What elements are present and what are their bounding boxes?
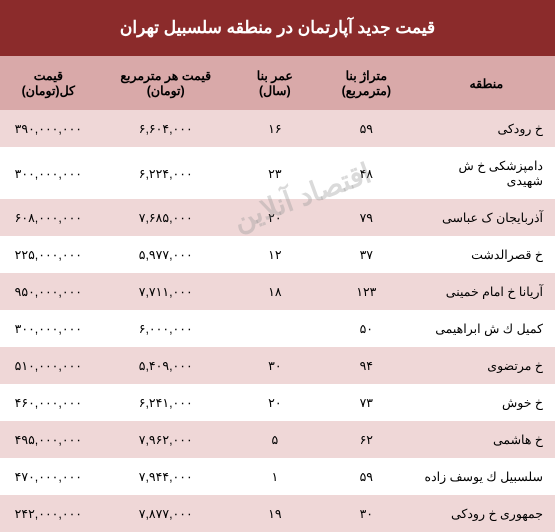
table-row: کمیل ك ش ابراهیمی۵۰ ۶,۰۰۰,۰۰۰۳۰۰,۰۰۰,۰۰۰ [0,310,555,347]
table-cell: ۶,۲۲۴,۰۰۰ [97,147,235,199]
table-cell: ۶۲ [315,421,418,458]
table-cell: ۳۷ [315,236,418,273]
table-cell: ۱۶ [235,110,315,147]
table-row: خ خوش۷۳۲۰۶,۲۴۱,۰۰۰۴۶۰,۰۰۰,۰۰۰ [0,384,555,421]
table-cell [235,310,315,347]
table-cell: دامپزشکی خ ش شهیدی [418,147,555,199]
table-cell: سلسبیل ك یوسف زاده [418,458,555,495]
table-cell: ۵۹ [315,458,418,495]
table-cell: خ مرتضوی [418,347,555,384]
table-cell: ۲۲۵,۰۰۰,۰۰۰ [0,236,97,273]
table-cell: ۷,۹۶۲,۰۰۰ [97,421,235,458]
table-cell: ۶,۶۰۴,۰۰۰ [97,110,235,147]
table-cell: ۷,۶۸۵,۰۰۰ [97,199,235,236]
table-cell: ۵۱۰,۰۰۰,۰۰۰ [0,347,97,384]
table-row: آریانا خ امام خمینی۱۲۳۱۸۷,۷۱۱,۰۰۰۹۵۰,۰۰۰… [0,273,555,310]
header-row: منطقه متراژ بنا (مترمربع) عمر بنا (سال) … [0,56,555,110]
table-row: آذربایجان ک عباسی۷۹۲۰۷,۶۸۵,۰۰۰۶۰۸,۰۰۰,۰۰… [0,199,555,236]
col-total-price: قیمت کل(تومان) [0,56,97,110]
table-cell: ۷,۹۴۴,۰۰۰ [97,458,235,495]
table-cell: خ خوش [418,384,555,421]
table-cell: ۵,۴۰۹,۰۰۰ [97,347,235,384]
table-cell: ۳۰۰,۰۰۰,۰۰۰ [0,310,97,347]
table-body: خ رودکی۵۹۱۶۶,۶۰۴,۰۰۰۳۹۰,۰۰۰,۰۰۰دامپزشکی … [0,110,555,532]
table-cell: ۹۵۰,۰۰۰,۰۰۰ [0,273,97,310]
col-age: عمر بنا (سال) [235,56,315,110]
table-cell: ۵,۹۷۷,۰۰۰ [97,236,235,273]
table-cell: ۱۲ [235,236,315,273]
table-row: خ هاشمی۶۲۵۷,۹۶۲,۰۰۰۴۹۵,۰۰۰,۰۰۰ [0,421,555,458]
table-cell: ۶۰۸,۰۰۰,۰۰۰ [0,199,97,236]
table-cell: ۲۳ [235,147,315,199]
table-cell: ۴۸ [315,147,418,199]
table-container: قیمت جدید آپارتمان در منطقه سلسبیل تهران… [0,0,555,532]
table-cell: ۵۹ [315,110,418,147]
table-cell: ۷۳ [315,384,418,421]
col-area: متراژ بنا (مترمربع) [315,56,418,110]
table-cell: ۷۹ [315,199,418,236]
table-cell: ۳۹۰,۰۰۰,۰۰۰ [0,110,97,147]
table-cell: ۴۷۰,۰۰۰,۰۰۰ [0,458,97,495]
table-row: خ رودکی۵۹۱۶۶,۶۰۴,۰۰۰۳۹۰,۰۰۰,۰۰۰ [0,110,555,147]
table-cell: ۶,۲۴۱,۰۰۰ [97,384,235,421]
table-cell: ۲۰ [235,199,315,236]
table-cell: آریانا خ امام خمینی [418,273,555,310]
table-cell: ۳۰۰,۰۰۰,۰۰۰ [0,147,97,199]
page-title: قیمت جدید آپارتمان در منطقه سلسبیل تهران [0,0,555,56]
table-cell: خ هاشمی [418,421,555,458]
table-cell: آذربایجان ک عباسی [418,199,555,236]
table-cell: خ قصرالدشت [418,236,555,273]
col-region: منطقه [418,56,555,110]
table-cell: ۱۲۳ [315,273,418,310]
table-cell: کمیل ك ش ابراهیمی [418,310,555,347]
table-row: خ قصرالدشت۳۷۱۲۵,۹۷۷,۰۰۰۲۲۵,۰۰۰,۰۰۰ [0,236,555,273]
table-row: سلسبیل ك یوسف زاده۵۹۱۷,۹۴۴,۰۰۰۴۷۰,۰۰۰,۰۰… [0,458,555,495]
table-cell: ۵۰ [315,310,418,347]
table-cell: ۱ [235,458,315,495]
table-cell: ۹۴ [315,347,418,384]
table-cell: ۷,۷۱۱,۰۰۰ [97,273,235,310]
table-cell: ۶,۰۰۰,۰۰۰ [97,310,235,347]
table-cell: ۳۰ [235,347,315,384]
table-cell: خ رودکی [418,110,555,147]
table-cell: ۲۰ [235,384,315,421]
table-cell: ۴۶۰,۰۰۰,۰۰۰ [0,384,97,421]
table-cell: ۵ [235,421,315,458]
table-cell: ۴۹۵,۰۰۰,۰۰۰ [0,421,97,458]
col-price-per-m: قیمت هر مترمربع (تومان) [97,56,235,110]
price-table: منطقه متراژ بنا (مترمربع) عمر بنا (سال) … [0,56,555,532]
table-row: خ مرتضوی۹۴۳۰۵,۴۰۹,۰۰۰۵۱۰,۰۰۰,۰۰۰ [0,347,555,384]
table-cell: ۱۸ [235,273,315,310]
table-row: دامپزشکی خ ش شهیدی۴۸۲۳۶,۲۲۴,۰۰۰۳۰۰,۰۰۰,۰… [0,147,555,199]
table-header: منطقه متراژ بنا (مترمربع) عمر بنا (سال) … [0,56,555,110]
